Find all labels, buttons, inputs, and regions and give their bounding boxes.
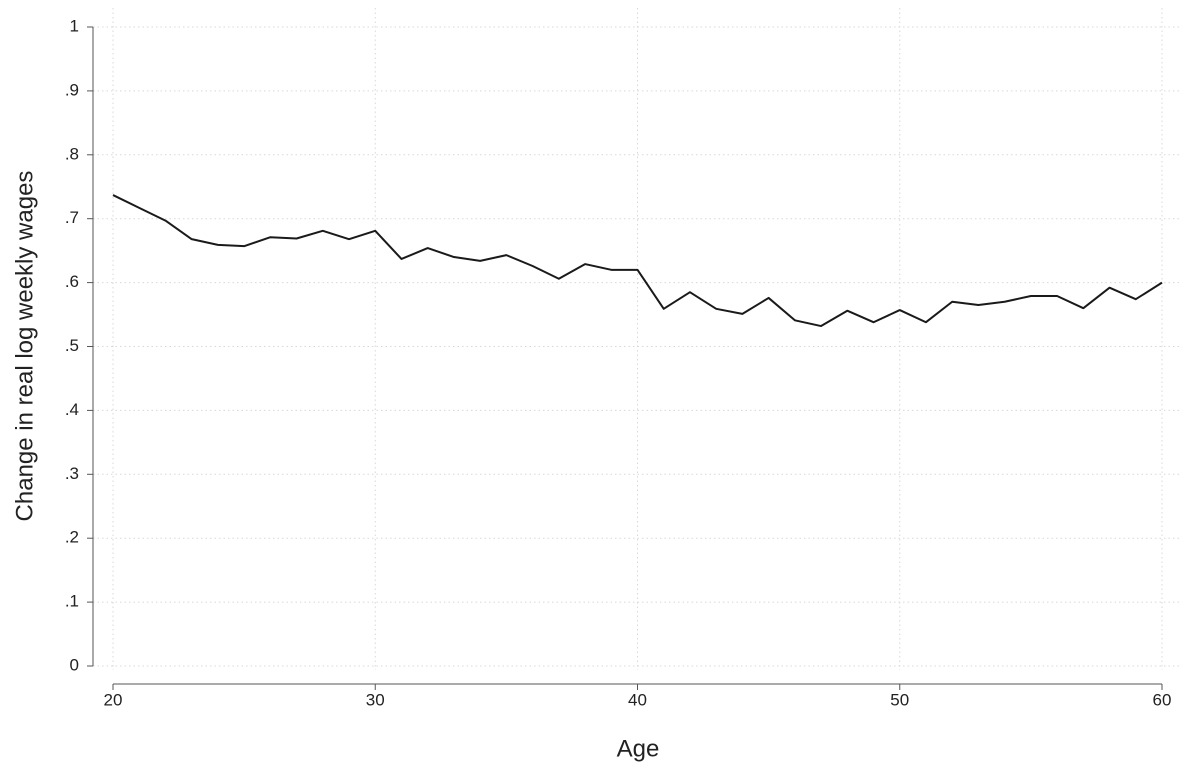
x-tick-label: 20 [104,690,123,709]
y-tick-label: .4 [65,400,79,419]
y-tick-label: .2 [65,528,79,547]
x-axis-title: Age [617,735,660,762]
x-tick-label: 50 [890,690,909,709]
y-tick-label: .8 [65,144,79,163]
y-tick-label: .6 [65,272,79,291]
x-tick-label: 60 [1153,690,1172,709]
x-tick-label: 30 [366,690,385,709]
x-tick-label: 40 [628,690,647,709]
y-tick-label: .9 [65,80,79,99]
data-line [112,194,1163,328]
y-tick-label: .7 [65,208,79,227]
y-tick-label: .1 [65,592,79,611]
y-tick-label: .5 [65,336,79,355]
y-tick-label: 0 [70,655,79,674]
y-axis-title: Change in real log weekly wages [11,171,38,522]
y-tick-label: .3 [65,464,79,483]
y-tick-label: 1 [70,16,79,35]
